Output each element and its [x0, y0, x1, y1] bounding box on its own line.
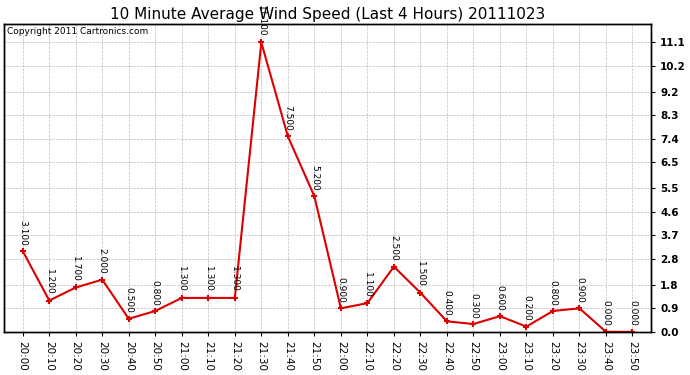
Text: 11.100: 11.100: [257, 5, 266, 37]
Text: 0.800: 0.800: [151, 279, 160, 305]
Text: 1.700: 1.700: [71, 256, 80, 282]
Text: 3.100: 3.100: [18, 220, 27, 246]
Text: 0.900: 0.900: [336, 277, 346, 303]
Text: 0.500: 0.500: [124, 287, 133, 313]
Text: 1.500: 1.500: [416, 261, 425, 287]
Text: 0.400: 0.400: [442, 290, 451, 316]
Text: 1.200: 1.200: [45, 269, 54, 295]
Text: 2.500: 2.500: [389, 236, 398, 261]
Text: 1.100: 1.100: [363, 272, 372, 298]
Text: 0.600: 0.600: [495, 285, 504, 310]
Text: 7.500: 7.500: [284, 105, 293, 131]
Text: 0.000: 0.000: [628, 300, 637, 326]
Text: 5.200: 5.200: [310, 165, 319, 191]
Text: 2.000: 2.000: [98, 248, 107, 274]
Text: 0.000: 0.000: [602, 300, 611, 326]
Text: 1.300: 1.300: [204, 267, 213, 292]
Text: 1.300: 1.300: [177, 267, 186, 292]
Text: 1.300: 1.300: [230, 267, 239, 292]
Title: 10 Minute Average Wind Speed (Last 4 Hours) 20111023: 10 Minute Average Wind Speed (Last 4 Hou…: [110, 7, 545, 22]
Text: 0.200: 0.200: [522, 295, 531, 321]
Text: 0.800: 0.800: [549, 279, 558, 305]
Text: 0.300: 0.300: [469, 292, 478, 318]
Text: Copyright 2011 Cartronics.com: Copyright 2011 Cartronics.com: [8, 27, 148, 36]
Text: 0.900: 0.900: [575, 277, 584, 303]
